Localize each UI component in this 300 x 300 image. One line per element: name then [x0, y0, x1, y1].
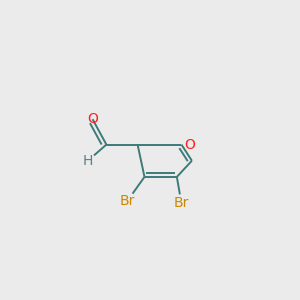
Text: Br: Br — [174, 196, 189, 211]
Text: Br: Br — [119, 194, 135, 208]
Text: O: O — [87, 112, 98, 126]
Text: H: H — [83, 154, 93, 168]
Text: O: O — [184, 138, 195, 152]
